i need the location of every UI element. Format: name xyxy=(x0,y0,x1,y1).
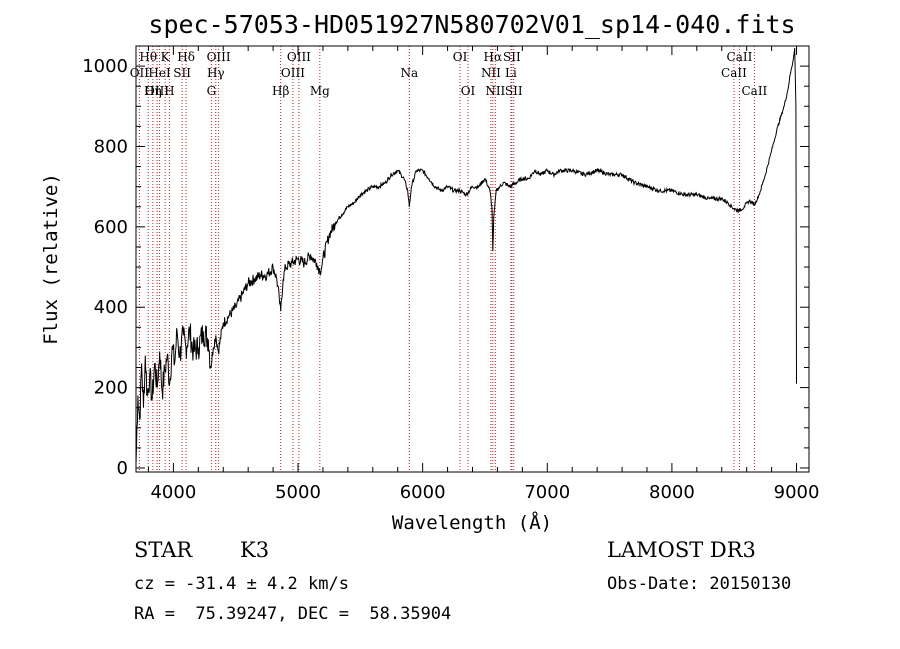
spectral-line-label: OIII xyxy=(207,50,231,64)
spectral-line-label: OI xyxy=(453,50,468,64)
spectral-line-label: NII xyxy=(481,66,501,80)
y-axis-label: Flux (relative) xyxy=(40,173,62,345)
object-type: STAR xyxy=(134,538,193,562)
spectral-line-markers xyxy=(138,46,755,472)
x-tick-label: 7000 xyxy=(524,482,570,503)
spectral-line-label: Hθ xyxy=(139,50,157,64)
spectral-line-label: Hα xyxy=(484,50,503,64)
spectral-line-label: Na xyxy=(400,66,418,80)
spectral-line-label: OIII xyxy=(287,50,311,64)
y-tick-label: 600 xyxy=(94,217,128,238)
radial-velocity: cz = -31.4 ± 4.2 km/s xyxy=(134,574,349,594)
spectral-line-label: NII xyxy=(485,84,505,98)
x-tick-label: 5000 xyxy=(275,482,321,503)
plot-frame xyxy=(135,45,810,473)
y-tick-label: 400 xyxy=(94,297,128,318)
spectral-line-label: OI xyxy=(461,84,476,98)
spectral-line-label: Hγ xyxy=(207,66,225,80)
y-tick-label: 800 xyxy=(94,136,128,157)
spectral-line-label: OIII xyxy=(145,84,169,98)
spectral-line-label: K xyxy=(161,50,171,64)
x-tick-label: 8000 xyxy=(649,482,695,503)
x-tick-label: 6000 xyxy=(400,482,446,503)
spectral-line-label: CaII xyxy=(721,66,747,80)
spectral-class: K3 xyxy=(240,538,270,562)
spectral-line-label: Hβ xyxy=(272,84,289,98)
spectral-line-label: SII xyxy=(505,84,523,98)
y-tick-label: 1000 xyxy=(82,56,128,77)
spectral-line-label: G xyxy=(207,84,217,98)
sky-coordinates: RA = 75.39247, DEC = 58.35904 xyxy=(134,604,452,624)
spectral-line-label: Mg xyxy=(310,84,330,98)
x-tick-label: 9000 xyxy=(774,482,820,503)
observation-date: Obs-Date: 20150130 xyxy=(607,574,792,594)
x-axis-label: Wavelength (Å) xyxy=(392,511,552,534)
spectral-line-label: Li xyxy=(505,66,517,80)
spectral-line-label: CaII xyxy=(741,84,767,98)
x-axis-ticks: 4000 5000 6000 7000 8000 9000 xyxy=(147,46,820,503)
spectral-line-label: Hη xyxy=(144,84,162,98)
spectral-line-label: SII xyxy=(503,50,521,64)
spectral-line-label: OII xyxy=(130,66,150,80)
spectral-line-label: HeI xyxy=(148,66,171,80)
spectral-line-label: OIII xyxy=(281,66,305,80)
spectrum-series-line xyxy=(135,47,797,465)
chart-title: spec-57053-HD051927N580702V01_sp14-040.f… xyxy=(148,10,795,39)
spectral-line-label: H xyxy=(164,84,174,98)
y-axis-ticks: 0 200 400 600 800 1000 xyxy=(82,56,809,479)
y-tick-label: 0 xyxy=(117,458,128,479)
survey-name: LAMOST DR3 xyxy=(607,538,756,562)
spectral-line-label: Hδ xyxy=(177,50,195,64)
x-tick-label: 4000 xyxy=(150,482,196,503)
spectral-line-label: SII xyxy=(173,66,191,80)
spectral-line-label: CaII xyxy=(727,50,753,64)
y-tick-label: 200 xyxy=(94,378,128,399)
